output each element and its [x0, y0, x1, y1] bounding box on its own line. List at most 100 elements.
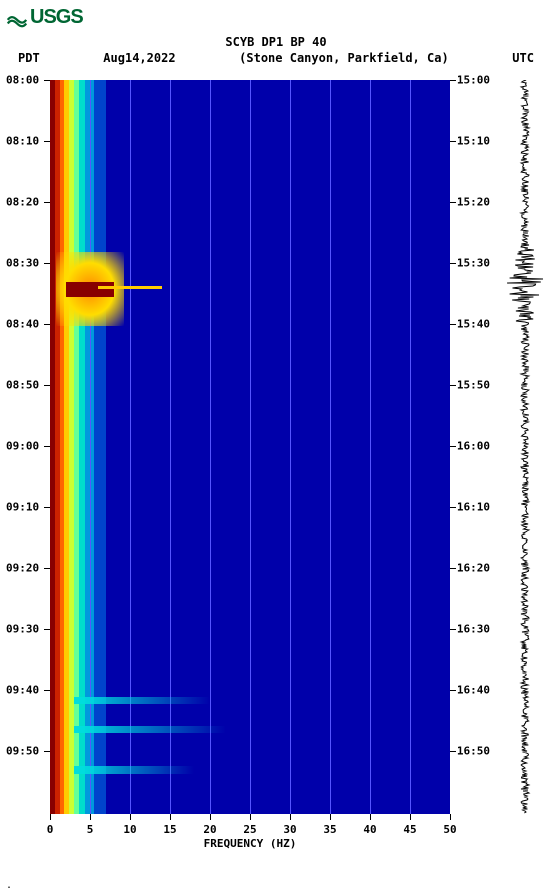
x-label: 50: [443, 823, 456, 836]
x-tick: [90, 814, 91, 820]
y-label-left: 08:50: [6, 379, 39, 392]
y-label-right: 16:50: [457, 745, 490, 758]
gridline: [290, 80, 291, 814]
x-label: 15: [163, 823, 176, 836]
usgs-logo: USGS: [6, 6, 83, 29]
x-tick: [370, 814, 371, 820]
gridline: [130, 80, 131, 814]
waveform-trace: [504, 80, 546, 814]
x-label: 25: [243, 823, 256, 836]
x-tick: [450, 814, 451, 820]
y-tick-right: [450, 629, 456, 630]
date-label: Aug14,2022: [103, 51, 175, 65]
x-label: 20: [203, 823, 216, 836]
x-label: 30: [283, 823, 296, 836]
y-tick-left: [44, 141, 50, 142]
y-tick-left: [44, 385, 50, 386]
y-label-right: 16:00: [457, 440, 490, 453]
freq-band: [94, 80, 106, 814]
y-tick-right: [450, 202, 456, 203]
y-label-right: 15:30: [457, 257, 490, 270]
y-tick-right: [450, 385, 456, 386]
chart-title: SCYB DP1 BP 40: [0, 35, 552, 49]
x-tick: [210, 814, 211, 820]
y-tick-right: [450, 446, 456, 447]
gridline: [210, 80, 211, 814]
y-label-left: 08:00: [6, 74, 39, 87]
station-label: (Stone Canyon, Parkfield, Ca): [239, 51, 449, 65]
y-tick-right: [450, 141, 456, 142]
y-label-right: 15:50: [457, 379, 490, 392]
gridline: [90, 80, 91, 814]
y-label-left: 08:40: [6, 318, 39, 331]
gridline: [170, 80, 171, 814]
x-label: 5: [87, 823, 94, 836]
y-tick-right: [450, 690, 456, 691]
x-tick: [170, 814, 171, 820]
x-tick: [410, 814, 411, 820]
y-tick-left: [44, 507, 50, 508]
spectrogram-chart: FREQUENCY (HZ) 08:0008:1008:2008:3008:40…: [50, 80, 450, 814]
y-label-right: 15:10: [457, 135, 490, 148]
x-label: 35: [323, 823, 336, 836]
logo-text: USGS: [30, 6, 83, 29]
x-label: 40: [363, 823, 376, 836]
y-tick-left: [44, 690, 50, 691]
y-tick-left: [44, 751, 50, 752]
tz-left: PDT: [18, 51, 40, 65]
y-label-left: 09:00: [6, 440, 39, 453]
y-label-right: 16:30: [457, 623, 490, 636]
wave-icon: [6, 7, 28, 29]
y-tick-right: [450, 324, 456, 325]
y-tick-left: [44, 324, 50, 325]
y-tick-left: [44, 446, 50, 447]
footer-mark: .: [6, 880, 12, 891]
y-label-right: 15:40: [457, 318, 490, 331]
y-tick-right: [450, 263, 456, 264]
y-tick-right: [450, 507, 456, 508]
y-tick-left: [44, 629, 50, 630]
x-tick: [50, 814, 51, 820]
spectral-tail: [74, 697, 210, 704]
y-label-left: 09:50: [6, 745, 39, 758]
x-tick: [130, 814, 131, 820]
y-tick-left: [44, 80, 50, 81]
spectral-tail: [74, 766, 194, 773]
y-label-left: 09:40: [6, 684, 39, 697]
tz-right: UTC: [512, 51, 534, 65]
y-label-left: 09:20: [6, 562, 39, 575]
spectral-tail: [74, 726, 226, 733]
y-tick-left: [44, 263, 50, 264]
y-label-left: 09:30: [6, 623, 39, 636]
x-axis-title: FREQUENCY (HZ): [204, 837, 297, 850]
y-label-left: 09:10: [6, 501, 39, 514]
y-label-left: 08:10: [6, 135, 39, 148]
y-label-left: 08:30: [6, 257, 39, 270]
gridline: [370, 80, 371, 814]
seismic-event: [66, 282, 114, 297]
y-tick-right: [450, 568, 456, 569]
y-label-right: 16:20: [457, 562, 490, 575]
spectrogram-canvas: [50, 80, 450, 814]
y-label-right: 15:20: [457, 196, 490, 209]
x-tick: [290, 814, 291, 820]
gridline: [410, 80, 411, 814]
y-label-right: 16:10: [457, 501, 490, 514]
y-label-left: 08:20: [6, 196, 39, 209]
gridline: [330, 80, 331, 814]
x-tick: [250, 814, 251, 820]
x-tick: [330, 814, 331, 820]
y-tick-right: [450, 751, 456, 752]
x-label: 45: [403, 823, 416, 836]
y-tick-right: [450, 80, 456, 81]
y-label-right: 15:00: [457, 74, 490, 87]
chart-header: SCYB DP1 BP 40 PDT Aug14,2022 (Stone Can…: [0, 35, 552, 65]
x-label: 0: [47, 823, 54, 836]
y-label-right: 16:40: [457, 684, 490, 697]
seismic-event: [98, 286, 162, 290]
y-tick-left: [44, 568, 50, 569]
y-tick-left: [44, 202, 50, 203]
gridline: [250, 80, 251, 814]
waveform-panel: [504, 80, 546, 814]
x-label: 10: [123, 823, 136, 836]
